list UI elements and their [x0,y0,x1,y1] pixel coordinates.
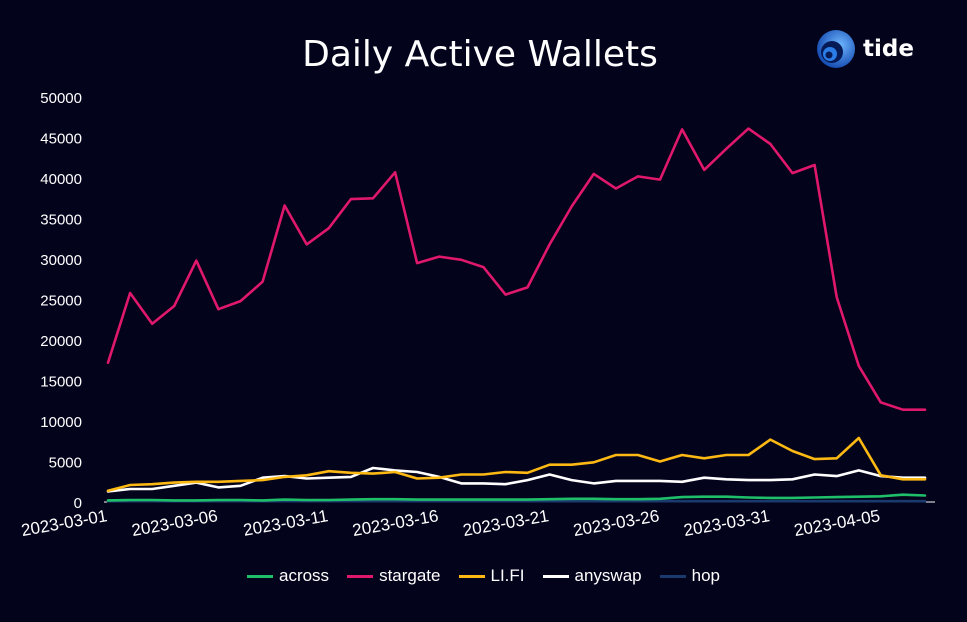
x-tick-label: 2023-03-26 [572,506,661,540]
y-tick-label: 25000 [40,293,82,310]
y-tick-label: 0 [74,495,82,512]
y-tick-label: 40000 [40,171,82,188]
tide-logo-text: tide [863,36,914,62]
series-line-li-fi [106,436,927,493]
x-tick-label: 2023-03-01 [20,506,109,540]
legend-label: stargate [379,566,441,585]
chart-legend: across stargate LI.FI anyswap hop [0,566,967,586]
legend-item-across[interactable]: across [246,566,330,586]
y-tick-label: 15000 [40,374,82,391]
y-tick-label: 50000 [40,90,82,107]
legend-swatch [458,574,485,578]
tide-logo-icon [817,30,855,68]
series-line-stargate [106,127,927,412]
legend-label: LI.FI [490,566,525,585]
legend-swatch [542,574,569,578]
legend-label: anyswap [574,566,642,585]
y-tick-label: 30000 [40,252,82,269]
series-line-anyswap [106,466,927,493]
x-tick-label: 2023-03-21 [461,506,550,540]
legend-swatch [659,574,686,578]
legend-swatch [246,574,273,578]
legend-item-stargate[interactable]: stargate [347,566,441,586]
x-tick-label: 2023-03-11 [242,506,330,540]
legend-item-anyswap[interactable]: anyswap [542,566,642,586]
legend-item-li-fi[interactable]: LI.FI [458,566,525,586]
legend-item-hop[interactable]: hop [659,566,720,586]
legend-label: hop [691,566,720,585]
y-tick-label: 5000 [49,455,82,472]
tide-logo: tide [815,28,914,70]
legend-label: across [278,566,330,585]
y-tick-label: 20000 [40,333,82,350]
x-tick-label: 2023-03-06 [130,506,219,540]
y-tick-label: 35000 [40,212,82,229]
chart-title: Daily Active Wallets [302,34,658,75]
y-tick-label: 10000 [40,414,82,431]
x-tick-label: 2023-04-05 [793,506,882,540]
x-tick-label: 2023-03-16 [351,506,440,540]
legend-swatch [347,574,374,578]
y-tick-label: 45000 [40,131,82,148]
x-tick-label: 2023-03-31 [682,506,771,540]
series-line-across [106,493,927,502]
